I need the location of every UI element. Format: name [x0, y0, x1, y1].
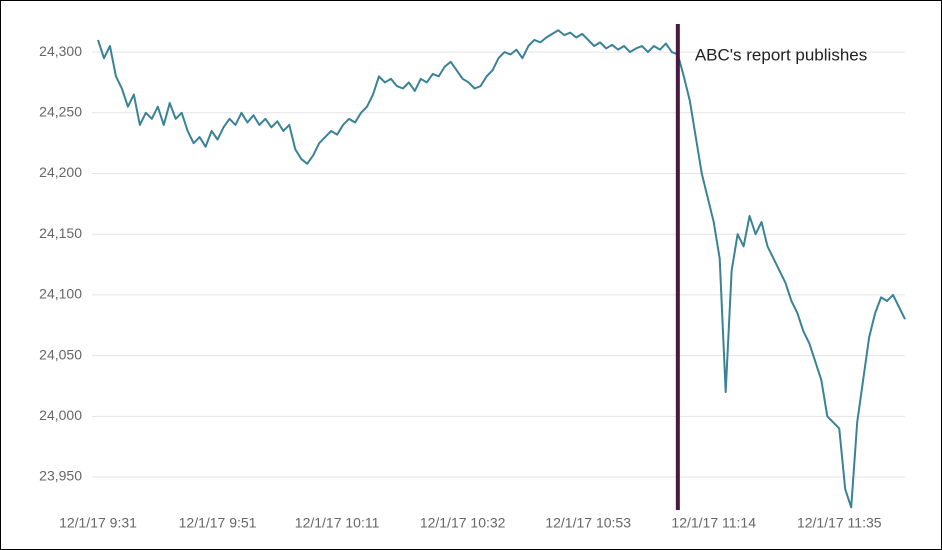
y-tick-label: 24,050 — [39, 346, 82, 362]
y-tick-label: 24,000 — [39, 407, 82, 423]
y-tick-label: 24,100 — [39, 286, 82, 302]
x-tick-label: 12/1/17 10:53 — [545, 515, 631, 531]
x-tick-label: 12/1/17 10:11 — [295, 515, 380, 531]
x-tick-label: 12/1/17 11:14 — [671, 515, 756, 531]
annotation: ABC's report publishes — [695, 45, 867, 64]
x-tick-label: 12/1/17 11:35 — [797, 515, 882, 531]
x-tick-label: 12/1/17 9:51 — [179, 515, 257, 531]
price-line — [97, 29, 906, 509]
y-tick-label: 24,300 — [39, 43, 82, 59]
y-tick-label: 24,250 — [39, 103, 82, 119]
x-tick-label: 12/1/17 9:31 — [59, 515, 137, 531]
y-tick-label: 24,200 — [39, 164, 82, 180]
y-tick-label: 24,150 — [39, 225, 82, 241]
x-tick-label: 12/1/17 10:32 — [420, 515, 506, 531]
y-tick-label: 23,950 — [39, 468, 82, 484]
